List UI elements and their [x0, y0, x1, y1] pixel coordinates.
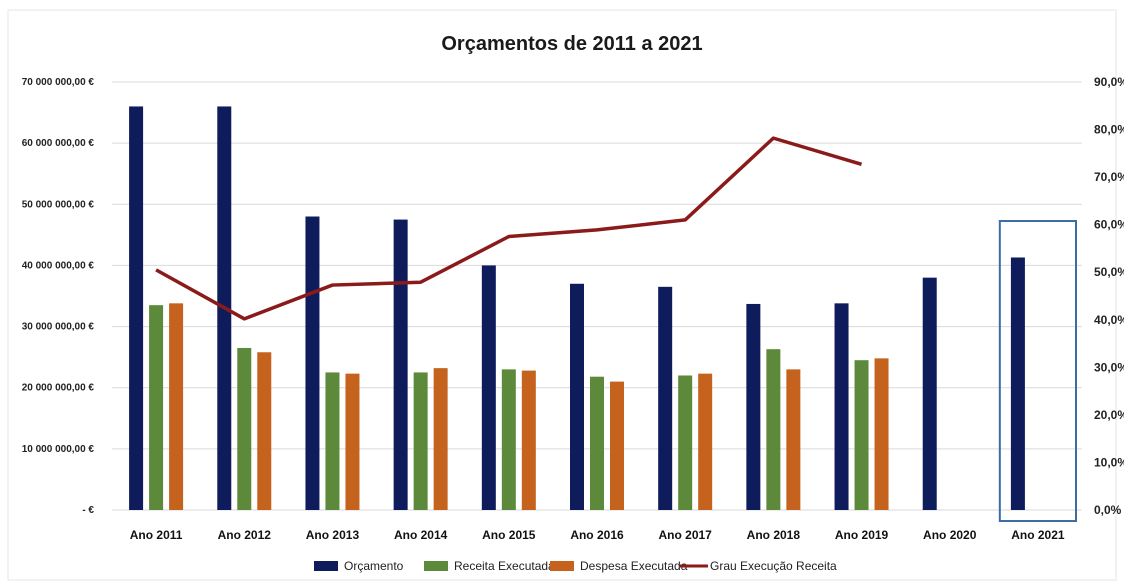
gridlines [112, 81, 1082, 511]
y-tick-label: 40 000 000,00 € [22, 260, 95, 271]
bar [433, 368, 448, 510]
bar [746, 303, 761, 510]
y2-tick-label: 0,0% [1094, 503, 1122, 517]
y-axis-left: - € 10 000 000,00 € 20 000 000,00 € 30 000 … [22, 77, 95, 516]
bar [922, 277, 937, 510]
bar [393, 219, 408, 511]
x-tick-label: Ano 2018 [747, 528, 801, 542]
legend-swatch [424, 561, 448, 571]
y2-tick-label: 20,0% [1094, 408, 1124, 422]
bar [1010, 257, 1025, 510]
bar [237, 347, 252, 510]
bar [481, 265, 496, 510]
y2-tick-label: 10,0% [1094, 455, 1124, 469]
bar [305, 216, 320, 510]
bar [521, 370, 536, 510]
bar [610, 381, 624, 510]
bar [169, 303, 184, 510]
x-tick-label: Ano 2013 [306, 528, 360, 542]
chart-title: Orçamentos de 2011 a 2021 [441, 33, 702, 55]
bar [766, 349, 781, 510]
bar [501, 369, 516, 510]
bar [570, 283, 584, 510]
legend-swatch [314, 561, 338, 571]
bar [590, 376, 604, 510]
y2-tick-label: 70,0% [1094, 170, 1124, 184]
legend-label: Orçamento [344, 559, 404, 573]
y-tick-label: 10 000 000,00 € [22, 444, 95, 455]
highlight-box [998, 220, 1077, 522]
y2-tick-label: 80,0% [1094, 123, 1124, 137]
legend-swatch [550, 561, 574, 571]
y-tick-label: 70 000 000,00 € [22, 77, 95, 88]
legend-label: Grau Execução Receita [710, 559, 837, 573]
bar [874, 358, 889, 510]
x-tick-label: Ano 2015 [482, 528, 536, 542]
x-tick-label: Ano 2019 [835, 528, 889, 542]
x-tick-label: Ano 2020 [923, 528, 977, 542]
x-tick-label: Ano 2017 [659, 528, 713, 542]
series-line [155, 136, 863, 321]
bar [129, 106, 144, 510]
bar [325, 372, 340, 510]
y-axis-right: 0,0% 10,0% 20,0% 30,0% 40,0% 50,0% 60,0% 70,0% 8… [1094, 75, 1124, 517]
bar [834, 303, 849, 510]
bar [149, 305, 164, 510]
bar [257, 352, 272, 510]
legend-label: Receita Executada [454, 559, 555, 573]
bar [413, 372, 428, 510]
bars [129, 106, 1025, 511]
y2-tick-label: 60,0% [1094, 218, 1124, 232]
highlight-rect [998, 220, 1077, 522]
x-tick-label: Ano 2014 [394, 528, 448, 542]
x-tick-label: Ano 2016 [570, 528, 624, 542]
bar [658, 286, 673, 510]
y-tick-label: 20 000 000,00 € [22, 383, 95, 394]
x-tick-label: Ano 2011 [130, 528, 183, 542]
bar [854, 360, 869, 510]
y-tick-label: 60 000 000,00 € [22, 138, 95, 149]
x-tick-label: Ano 2021 [1011, 528, 1065, 542]
y-tick-label: - € [82, 505, 94, 516]
y-tick-label: 50 000 000,00 € [22, 199, 95, 210]
y-tick-label: 30 000 000,00 € [22, 322, 95, 333]
legend: Orçamento Receita Executada Despesa Execut… [314, 559, 837, 573]
bar [786, 369, 801, 510]
legend-label: Despesa Executada [580, 559, 688, 573]
x-tick-label: Ano 2012 [218, 528, 272, 542]
bar [698, 373, 713, 510]
x-axis: Ano 2011 Ano 2012 Ano 2013 Ano 2014 Ano 2015… [130, 528, 1065, 542]
y2-tick-label: 90,0% [1094, 75, 1124, 89]
y2-tick-label: 30,0% [1094, 360, 1124, 374]
y2-tick-label: 40,0% [1094, 313, 1124, 327]
y2-tick-label: 50,0% [1094, 265, 1124, 279]
execution-line [155, 136, 863, 321]
bar [678, 375, 693, 510]
bar [345, 373, 360, 510]
